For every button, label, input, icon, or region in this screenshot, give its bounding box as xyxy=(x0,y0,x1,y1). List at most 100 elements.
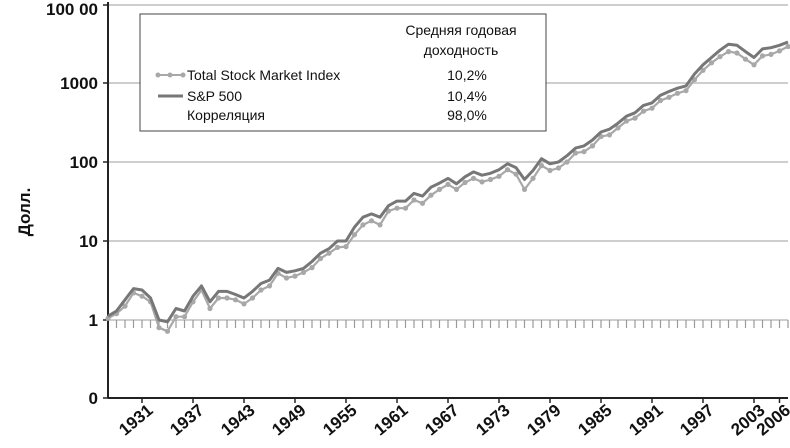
legend-label-total-stock: Total Stock Market Index xyxy=(187,67,340,83)
data-point-total-stock xyxy=(657,97,664,104)
legend-entry-sp500: S&P 500 10,4% xyxy=(158,88,487,104)
data-point-total-stock xyxy=(632,115,638,121)
data-point-total-stock xyxy=(258,287,264,293)
data-point-total-stock xyxy=(538,163,545,169)
data-point-total-stock xyxy=(479,179,485,185)
legend-marker xyxy=(155,72,161,78)
legend-value-sp500: 10,4% xyxy=(447,88,487,104)
y-axis-ticks: 0 1 10 100 1000 100 00 xyxy=(46,0,108,408)
y-tick-label: 10 xyxy=(79,232,98,251)
data-point-total-stock xyxy=(742,56,749,62)
data-point-total-stock xyxy=(241,301,247,307)
data-point-total-stock xyxy=(334,244,341,250)
data-point-total-stock xyxy=(768,51,774,58)
data-point-total-stock xyxy=(674,90,681,96)
data-point-total-stock xyxy=(623,118,630,124)
legend-header-line-2: доходность xyxy=(424,42,499,58)
data-point-total-stock xyxy=(487,176,494,183)
data-point-total-stock xyxy=(317,255,324,262)
y-axis-title: Долл. xyxy=(15,188,34,237)
data-point-total-stock xyxy=(462,179,468,186)
data-point-total-stock xyxy=(283,275,290,281)
data-point-total-stock xyxy=(496,173,502,179)
data-point-total-stock xyxy=(521,186,528,192)
data-point-total-stock xyxy=(181,314,188,320)
data-point-total-stock xyxy=(368,218,375,224)
y-tick-label: 0 xyxy=(89,389,98,408)
data-point-total-stock xyxy=(122,303,128,309)
data-point-total-stock xyxy=(649,105,655,111)
x-tick-label: 1985 xyxy=(574,401,615,440)
data-point-total-stock xyxy=(530,175,536,181)
data-point-total-stock xyxy=(606,132,613,138)
data-point-total-stock xyxy=(173,314,179,320)
data-point-total-stock xyxy=(581,149,587,155)
legend-marker xyxy=(180,72,186,78)
data-point-total-stock xyxy=(615,125,621,131)
data-point-total-stock xyxy=(470,175,477,181)
data-point-total-stock xyxy=(224,295,230,301)
data-point-total-stock xyxy=(139,293,145,299)
data-point-total-stock xyxy=(445,181,451,187)
legend-box xyxy=(139,13,547,132)
x-axis-ticks: 1931 1937 1943 1949 1955 1961 1967 1973 1979 1985… xyxy=(115,398,790,439)
data-point-total-stock xyxy=(343,244,349,250)
minor-tick-marks xyxy=(107,320,789,328)
data-point-total-stock xyxy=(232,297,239,303)
data-point-total-stock xyxy=(640,108,647,114)
data-point-total-stock xyxy=(504,167,511,173)
data-point-total-stock xyxy=(776,48,783,54)
legend-value-correlation: 98,0% xyxy=(447,107,487,123)
x-tick-label: 1991 xyxy=(625,401,666,440)
data-point-total-stock xyxy=(683,88,689,94)
data-point-total-stock xyxy=(572,150,579,156)
data-point-total-stock xyxy=(351,232,358,238)
data-point-total-stock xyxy=(292,273,298,279)
x-tick-label: 1979 xyxy=(523,401,564,440)
data-point-total-stock xyxy=(555,165,562,171)
data-point-total-stock xyxy=(360,222,366,228)
x-tick-label: 1943 xyxy=(217,401,258,440)
x-tick-label: 1967 xyxy=(421,401,462,440)
data-point-total-stock xyxy=(300,269,307,275)
data-point-total-stock xyxy=(249,295,256,301)
data-point-total-stock xyxy=(759,53,766,59)
data-point-total-stock xyxy=(309,265,315,271)
data-point-total-stock xyxy=(207,305,213,312)
data-point-total-stock xyxy=(402,205,409,211)
data-point-total-stock xyxy=(215,295,222,301)
data-point-total-stock xyxy=(411,197,417,203)
data-point-total-stock xyxy=(428,192,434,198)
data-point-total-stock xyxy=(751,62,757,68)
series-line-sp500 xyxy=(107,40,789,324)
y-tick-label: 100 00 xyxy=(46,0,98,19)
data-point-total-stock xyxy=(394,205,400,211)
data-point-total-stock xyxy=(436,186,443,192)
x-tick-label: 1949 xyxy=(268,401,309,440)
legend-label-correlation: Корреляция xyxy=(187,107,265,123)
legend-entry-total-stock: Total Stock Market Index 10,2% xyxy=(155,67,487,83)
series-layer xyxy=(105,40,790,334)
legend-value-total-stock: 10,2% xyxy=(447,67,487,83)
data-point-total-stock xyxy=(156,325,162,331)
data-point-total-stock xyxy=(725,49,732,55)
legend-marker xyxy=(167,72,173,78)
data-point-total-stock xyxy=(717,54,723,60)
data-point-total-stock xyxy=(734,50,740,56)
data-point-total-stock xyxy=(785,43,790,50)
data-point-total-stock xyxy=(513,171,519,177)
x-tick-label: 1997 xyxy=(676,401,717,440)
data-point-total-stock xyxy=(589,143,596,149)
data-point-total-stock xyxy=(453,186,460,192)
legend-entry-correlation: Корреляция 98,0% xyxy=(187,107,487,123)
x-tick-label: 1931 xyxy=(115,401,156,440)
data-point-total-stock xyxy=(326,250,332,256)
y-tick-label: 1 xyxy=(89,311,98,330)
data-point-total-stock xyxy=(547,167,553,174)
legend: Средняя годовая доходность Total Stock M… xyxy=(139,13,547,132)
x-tick-label: 1973 xyxy=(472,401,513,440)
y-tick-label: 100 xyxy=(70,153,98,172)
data-point-total-stock xyxy=(564,159,570,165)
data-point-total-stock xyxy=(266,283,273,289)
